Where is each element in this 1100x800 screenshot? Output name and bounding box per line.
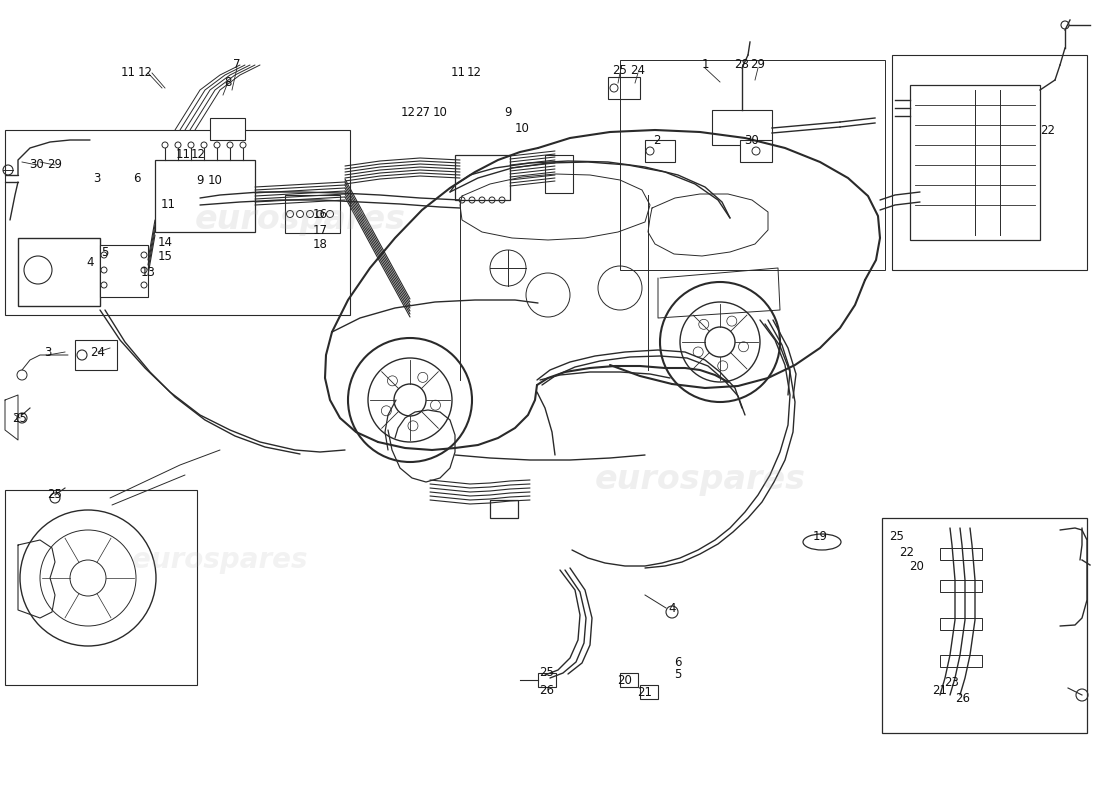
Text: eurospares: eurospares [132, 546, 308, 574]
Text: 4: 4 [669, 602, 675, 614]
Text: 4: 4 [86, 255, 94, 269]
Bar [455, 155, 510, 200]
Text: 5: 5 [101, 246, 109, 258]
Text: 25: 25 [890, 530, 904, 543]
Text: 30: 30 [30, 158, 44, 171]
Text: 10: 10 [432, 106, 448, 118]
Bar [645, 140, 675, 162]
Bar [285, 195, 340, 233]
Text: 10: 10 [515, 122, 529, 134]
Bar [544, 155, 573, 193]
Text: 11: 11 [176, 149, 190, 162]
Bar [75, 340, 117, 370]
Text: 25: 25 [613, 63, 627, 77]
Text: 15: 15 [157, 250, 173, 263]
Text: 21: 21 [933, 683, 947, 697]
Text: 9: 9 [504, 106, 512, 118]
Text: 5: 5 [674, 669, 682, 682]
Text: 2: 2 [653, 134, 661, 146]
Bar [608, 77, 640, 99]
Text: eurospares: eurospares [195, 203, 406, 237]
Text: 28: 28 [735, 58, 749, 71]
Text: 12: 12 [400, 106, 416, 118]
Bar [6, 130, 350, 315]
Bar [940, 580, 982, 592]
Text: 10: 10 [208, 174, 222, 186]
Text: 30: 30 [745, 134, 759, 146]
Bar [18, 238, 100, 306]
Text: 24: 24 [90, 346, 106, 358]
Text: 20: 20 [617, 674, 632, 686]
Text: 11: 11 [451, 66, 465, 79]
Bar [6, 490, 197, 685]
Bar [620, 60, 886, 270]
Text: 17: 17 [312, 223, 328, 237]
Text: eurospares: eurospares [594, 463, 805, 497]
Bar [538, 673, 556, 687]
Text: 18: 18 [312, 238, 328, 251]
Text: 11: 11 [161, 198, 176, 211]
Text: 12: 12 [190, 149, 206, 162]
Text: 7: 7 [233, 58, 241, 71]
Bar [620, 673, 638, 687]
Text: 14: 14 [157, 235, 173, 249]
Text: 21: 21 [638, 686, 652, 698]
Text: 23: 23 [945, 677, 959, 690]
Text: 29: 29 [47, 158, 63, 171]
Bar [210, 118, 245, 140]
Text: 20: 20 [910, 561, 924, 574]
Bar [940, 618, 982, 630]
Text: 25: 25 [540, 666, 554, 678]
Text: 1: 1 [702, 58, 708, 71]
Text: 13: 13 [141, 266, 155, 278]
Text: 26: 26 [956, 691, 970, 705]
Bar [910, 85, 1040, 240]
Bar [712, 110, 772, 145]
Bar [100, 245, 148, 297]
Text: 16: 16 [312, 209, 328, 222]
Text: 25: 25 [47, 489, 63, 502]
Text: 3: 3 [44, 346, 52, 358]
Text: 22: 22 [900, 546, 914, 558]
Bar [892, 55, 1087, 270]
Text: 19: 19 [813, 530, 827, 543]
Text: 3: 3 [94, 171, 101, 185]
Text: 8: 8 [224, 75, 232, 89]
Text: 27: 27 [416, 106, 430, 118]
Text: 9: 9 [196, 174, 204, 186]
Bar [490, 500, 518, 518]
Text: 12: 12 [466, 66, 482, 79]
Text: 6: 6 [674, 657, 682, 670]
Text: 29: 29 [750, 58, 766, 71]
Text: 24: 24 [630, 63, 646, 77]
Text: 11: 11 [121, 66, 135, 79]
Ellipse shape [803, 534, 842, 550]
Bar [882, 518, 1087, 733]
Text: 25: 25 [12, 411, 28, 425]
Text: 12: 12 [138, 66, 153, 79]
Text: 22: 22 [1041, 123, 1056, 137]
Text: 26: 26 [539, 683, 554, 697]
Text: 6: 6 [133, 171, 141, 185]
Bar [640, 685, 658, 699]
Bar [740, 140, 772, 162]
Bar [155, 160, 255, 232]
Bar [940, 655, 982, 667]
Bar [940, 548, 982, 560]
